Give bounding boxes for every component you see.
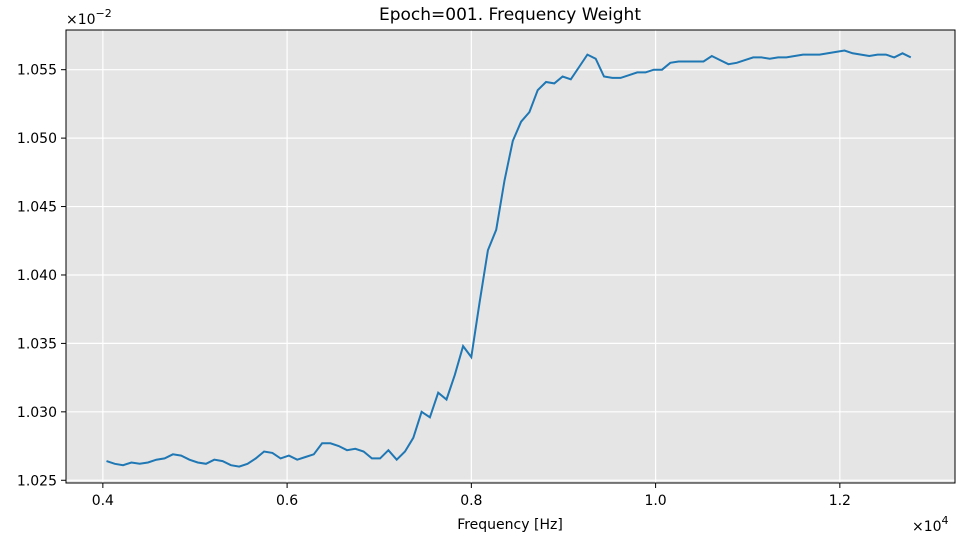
y-axis-multiplier: ×10−2 bbox=[66, 7, 112, 28]
x-tick-labels: 0.4 0.6 0.8 1.0 1.2 bbox=[92, 493, 851, 509]
x-tick-label: 1.0 bbox=[644, 493, 666, 509]
plot-frame bbox=[65, 29, 956, 484]
y-tick-label: 1.025 bbox=[17, 473, 57, 489]
y-tick-label: 1.040 bbox=[17, 268, 57, 284]
x-tick-label: 1.2 bbox=[829, 493, 851, 509]
grid-lines bbox=[66, 30, 955, 483]
x-tick-label: 0.6 bbox=[276, 493, 298, 509]
x-tick-label: 0.4 bbox=[92, 493, 114, 509]
x-multiplier-exponent: 4 bbox=[942, 514, 949, 527]
y-tick-labels: 1.025 1.030 1.035 1.040 1.045 1.050 1.055 bbox=[17, 63, 57, 490]
y-tick-label: 1.030 bbox=[17, 405, 57, 421]
y-multiplier-base: ×10 bbox=[66, 12, 96, 28]
y-multiplier-exponent: −2 bbox=[96, 7, 112, 20]
x-multiplier-base: ×10 bbox=[912, 519, 942, 535]
chart-title: Epoch=001. Frequency Weight bbox=[379, 5, 641, 25]
y-tick-label: 1.035 bbox=[17, 336, 57, 352]
axis-ticks bbox=[61, 69, 841, 488]
y-tick-label: 1.055 bbox=[17, 63, 57, 79]
x-axis-label: Frequency [Hz] bbox=[457, 517, 563, 533]
y-tick-label: 1.050 bbox=[17, 131, 57, 147]
x-axis-multiplier: ×104 bbox=[912, 514, 949, 535]
series-line bbox=[106, 49, 912, 468]
plot-area bbox=[66, 30, 955, 483]
y-tick-label: 1.045 bbox=[17, 200, 57, 216]
x-tick-label: 0.8 bbox=[460, 493, 482, 509]
